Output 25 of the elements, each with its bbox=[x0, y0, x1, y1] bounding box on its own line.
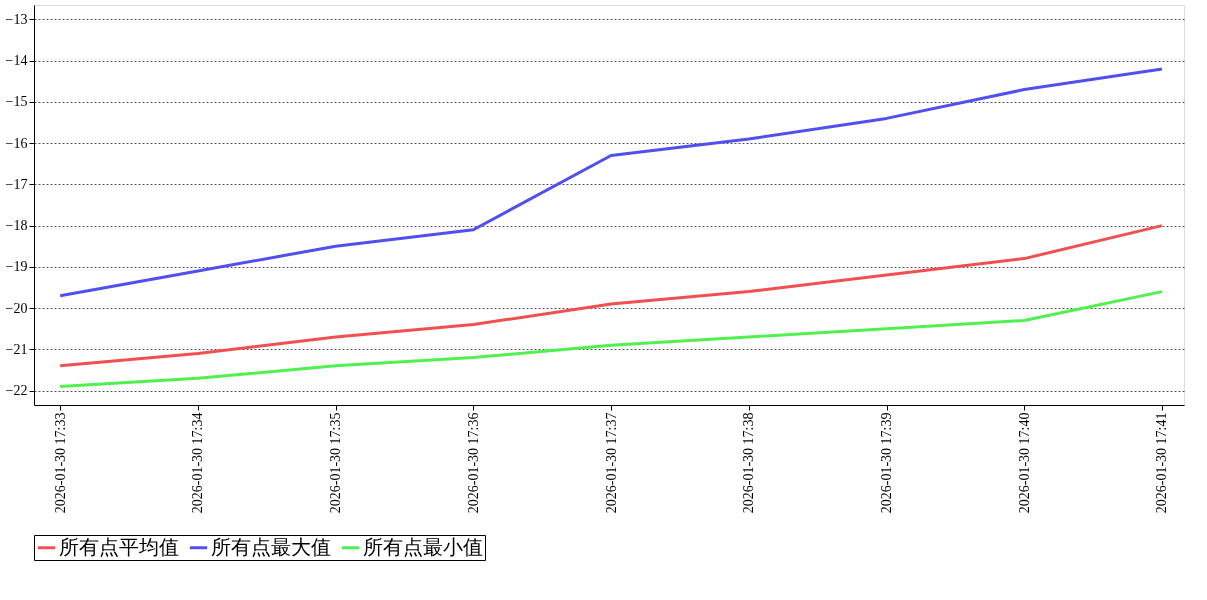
x-tick-label: 2026-01-30 17:33 bbox=[52, 412, 68, 514]
x-tick-label: 2026-01-30 17:38 bbox=[741, 412, 757, 514]
y-tick-label: −20 bbox=[5, 300, 28, 316]
y-tick-label: −13 bbox=[5, 11, 28, 27]
y-tick-label: −15 bbox=[5, 94, 28, 110]
legend-label: 所有点平均值 bbox=[59, 535, 179, 558]
y-tick-label: −16 bbox=[5, 135, 28, 151]
y-tick-label: −14 bbox=[5, 53, 28, 69]
legend-label: 所有点最小值 bbox=[363, 535, 483, 558]
x-tick-label: 2026-01-30 17:35 bbox=[328, 412, 344, 514]
y-tick-label: −21 bbox=[5, 341, 28, 357]
x-tick-label: 2026-01-30 17:41 bbox=[1154, 412, 1170, 514]
line-series bbox=[58, 224, 1164, 368]
y-tick-label: −19 bbox=[5, 259, 28, 275]
x-tick-label: 2026-01-30 17:40 bbox=[1016, 412, 1032, 514]
y-tick-label: −18 bbox=[5, 218, 28, 234]
y-tick-label: −22 bbox=[5, 383, 28, 399]
x-tick-label: 2026-01-30 17:37 bbox=[603, 412, 619, 514]
y-tick-label: −17 bbox=[5, 176, 28, 192]
line-series bbox=[58, 67, 1164, 298]
line-series bbox=[58, 290, 1164, 388]
x-tick-label: 2026-01-30 17:34 bbox=[190, 412, 206, 514]
legend-label: 所有点最大值 bbox=[211, 535, 331, 558]
x-tick-label: 2026-01-30 17:39 bbox=[879, 412, 895, 514]
x-tick-label: 2026-01-30 17:36 bbox=[465, 412, 481, 514]
